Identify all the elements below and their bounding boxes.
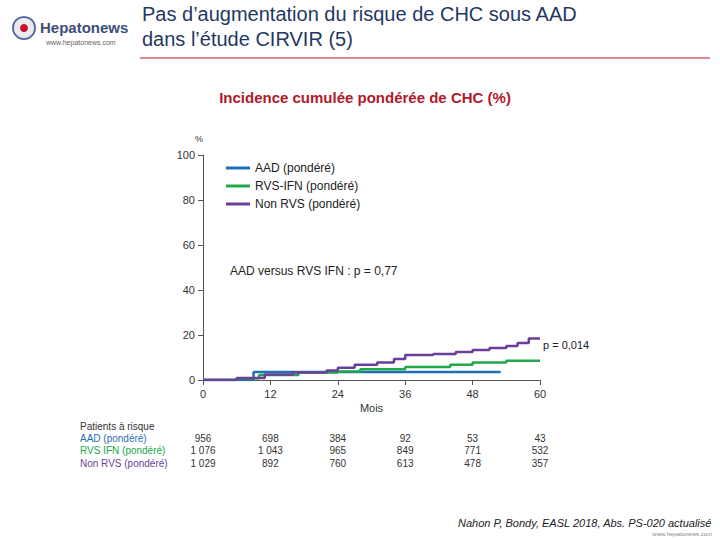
svg-text:1 029: 1 029 — [190, 458, 215, 469]
svg-text:dans l’étude CIRVIR (5): dans l’étude CIRVIR (5) — [142, 28, 353, 50]
svg-text:613: 613 — [397, 458, 414, 469]
svg-text:100: 100 — [177, 149, 195, 161]
svg-text:956: 956 — [195, 433, 212, 444]
svg-text:53: 53 — [467, 433, 479, 444]
svg-text:Patients à risque: Patients à risque — [80, 421, 155, 432]
svg-text:Non RVS (pondéré): Non RVS (pondéré) — [255, 197, 360, 211]
svg-text:965: 965 — [329, 445, 346, 456]
svg-text:Mois: Mois — [360, 402, 384, 414]
svg-text:p = 0,014: p = 0,014 — [543, 339, 589, 351]
svg-text:1 076: 1 076 — [190, 445, 215, 456]
svg-text:384: 384 — [329, 433, 346, 444]
svg-text:80: 80 — [183, 194, 195, 206]
svg-text:Incidence cumulée pondérée de: Incidence cumulée pondérée de CHC (%) — [219, 89, 511, 106]
svg-text:849: 849 — [397, 445, 414, 456]
svg-text:60: 60 — [183, 239, 195, 251]
svg-text:36: 36 — [399, 388, 411, 400]
svg-text:RVS IFN (pondéré): RVS IFN (pondéré) — [80, 445, 165, 456]
svg-text:771: 771 — [464, 445, 481, 456]
svg-text:532: 532 — [532, 445, 549, 456]
svg-text:40: 40 — [183, 284, 195, 296]
svg-text:0: 0 — [189, 374, 195, 386]
svg-text:www.hepatonews.com: www.hepatonews.com — [651, 531, 712, 537]
svg-text:357: 357 — [532, 458, 549, 469]
svg-text:1 043: 1 043 — [258, 445, 283, 456]
svg-text:892: 892 — [262, 458, 279, 469]
svg-text:698: 698 — [262, 433, 279, 444]
svg-text:24: 24 — [332, 388, 344, 400]
svg-text:AAD (pondéré): AAD (pondéré) — [255, 161, 335, 175]
svg-text:Hepatonews: Hepatonews — [40, 19, 128, 36]
svg-text:%: % — [195, 134, 203, 144]
svg-text:478: 478 — [464, 458, 481, 469]
svg-text:AAD versus RVS IFN : p = 0,77: AAD versus RVS IFN : p = 0,77 — [230, 264, 398, 278]
svg-text:12: 12 — [264, 388, 276, 400]
svg-text:Pas d’augmentation du risque d: Pas d’augmentation du risque de CHC sous… — [142, 3, 577, 25]
svg-text:www.hepatonews.com: www.hepatonews.com — [45, 39, 116, 47]
svg-text:92: 92 — [400, 433, 412, 444]
svg-text:48: 48 — [466, 388, 478, 400]
svg-text:Nahon P, Bondy, EASL 2018, Abs: Nahon P, Bondy, EASL 2018, Abs. PS-020 a… — [458, 517, 711, 529]
svg-text:RVS-IFN (pondéré): RVS-IFN (pondéré) — [255, 179, 358, 193]
svg-text:Non RVS (pondéré): Non RVS (pondéré) — [80, 458, 168, 469]
svg-text:60: 60 — [534, 388, 546, 400]
svg-text:AAD (pondéré): AAD (pondéré) — [80, 433, 147, 444]
svg-text:20: 20 — [183, 329, 195, 341]
svg-text:43: 43 — [534, 433, 546, 444]
svg-text:0: 0 — [200, 388, 206, 400]
svg-text:760: 760 — [329, 458, 346, 469]
